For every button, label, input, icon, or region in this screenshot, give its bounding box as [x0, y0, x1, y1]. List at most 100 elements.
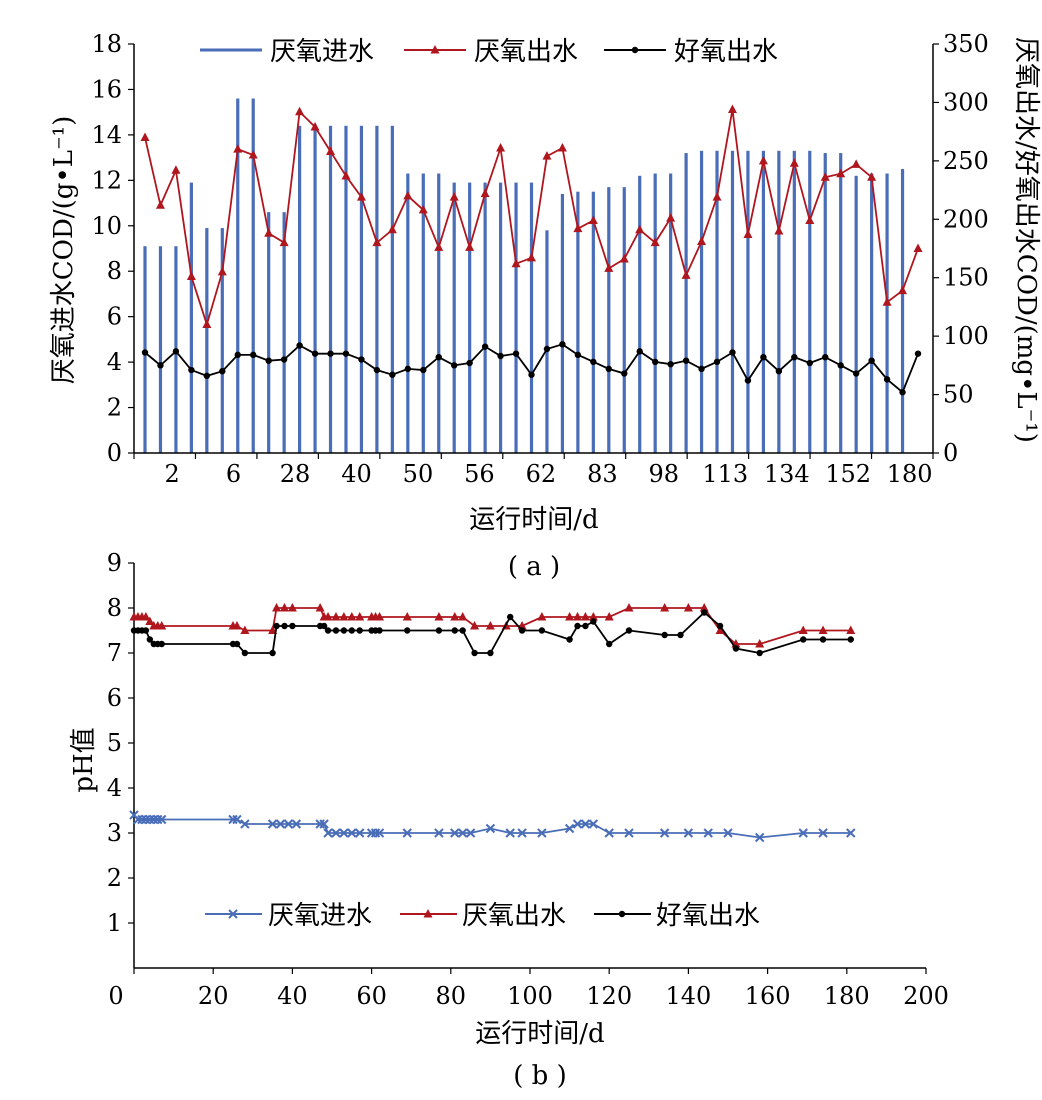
- ytick-label-left-a: 4: [107, 348, 122, 376]
- point-aerobic-effluent-b: [324, 627, 332, 634]
- point-anaerobic-effluent-b: [604, 612, 614, 621]
- bar-anaerobic-influent: [730, 150, 735, 454]
- point-aerobic-effluent-a: [172, 348, 180, 355]
- point-anaerobic-effluent-a: [449, 192, 459, 201]
- point-anaerobic-effluent-a: [836, 168, 846, 178]
- caption-a: ( a ): [508, 552, 560, 582]
- point-aerobic-effluent-a: [760, 353, 767, 361]
- bar-anaerobic-influent: [607, 187, 611, 453]
- point-aerobic-effluent-a: [188, 366, 195, 374]
- ytick-label-right-a: 50: [943, 381, 974, 409]
- point-anaerobic-influent-b: [450, 828, 460, 838]
- point-anaerobic-effluent-a: [882, 297, 892, 306]
- bar-anaerobic-influent: [761, 150, 765, 454]
- point-aerobic-effluent-b: [574, 622, 581, 630]
- ytick-label-b: 6: [107, 684, 122, 712]
- legend-marker-aerobic-b: [618, 910, 626, 918]
- point-aerobic-effluent-a: [682, 357, 690, 364]
- xtick-label-b: 140: [665, 982, 711, 1010]
- point-aerobic-effluent-a: [373, 366, 381, 374]
- ytick-label-left-a: 12: [91, 166, 122, 194]
- point-aerobic-effluent-a: [713, 358, 721, 366]
- point-aerobic-effluent-a: [342, 350, 350, 357]
- point-anaerobic-effluent-b: [287, 603, 297, 612]
- xtick-label-b: 160: [745, 982, 791, 1010]
- xtick-label-a: 28: [280, 460, 311, 488]
- point-aerobic-effluent-b: [451, 627, 458, 634]
- point-aerobic-effluent-b: [241, 649, 249, 657]
- point-aerobic-effluent-b: [582, 622, 589, 630]
- bar-anaerobic-influent: [792, 150, 796, 454]
- point-anaerobic-effluent-b: [141, 612, 151, 621]
- point-aerobic-effluent-a: [481, 343, 489, 350]
- legend-marker-aerobic-a: [631, 46, 639, 54]
- point-anaerobic-influent-b: [323, 828, 333, 838]
- bar-anaerobic-influent: [298, 125, 302, 454]
- ytick-label-right-a: 250: [943, 147, 989, 175]
- ytick-label-right-a: 150: [943, 264, 989, 292]
- xtick-label-b: 100: [507, 982, 553, 1010]
- point-aerobic-effluent-a: [157, 362, 164, 369]
- point-aerobic-effluent-b: [376, 627, 383, 634]
- xlabel-b: 运行时间/d: [475, 1019, 604, 1049]
- point-aerobic-effluent-a: [404, 365, 412, 373]
- point-aerobic-effluent-b: [487, 649, 494, 657]
- xtick-label-a: 50: [403, 460, 434, 488]
- bar-anaerobic-influent: [900, 168, 905, 453]
- bar-anaerobic-influent: [808, 150, 812, 454]
- point-aerobic-effluent-b: [590, 618, 597, 625]
- point-anaerobic-influent-b: [517, 828, 527, 838]
- point-anaerobic-influent-b: [723, 828, 733, 838]
- bar-anaerobic-influent: [638, 175, 642, 454]
- point-aerobic-effluent-b: [800, 636, 807, 643]
- point-anaerobic-effluent-b: [624, 603, 634, 612]
- ytick-label-b: 9: [107, 549, 122, 577]
- bar-anaerobic-influent: [344, 125, 348, 454]
- xlabel-a: 运行时间/d: [469, 505, 598, 535]
- point-aerobic-effluent-b: [435, 627, 443, 634]
- bar-anaerobic-influent: [205, 228, 209, 453]
- point-aerobic-effluent-b: [716, 622, 724, 630]
- bar-anaerobic-influent: [452, 182, 456, 453]
- bar-anaerobic-influent: [885, 173, 889, 453]
- point-anaerobic-influent-b: [402, 828, 412, 838]
- point-anaerobic-effluent-a: [619, 254, 629, 263]
- point-aerobic-effluent-a: [744, 377, 752, 384]
- point-anaerobic-influent-b: [275, 819, 286, 829]
- point-aerobic-effluent-a: [837, 362, 844, 369]
- point-aerobic-effluent-a: [698, 365, 705, 373]
- point-anaerobic-influent-b: [434, 828, 444, 838]
- point-aerobic-effluent-a: [899, 389, 906, 396]
- point-anaerobic-effluent-b: [272, 603, 282, 612]
- point-anaerobic-influent-b: [374, 828, 385, 838]
- xtick-label-b: 20: [198, 982, 229, 1010]
- point-anaerobic-effluent-b: [339, 612, 349, 621]
- point-anaerobic-effluent-a: [604, 263, 614, 272]
- point-aerobic-effluent-b: [269, 649, 276, 657]
- point-anaerobic-effluent-a: [650, 237, 660, 247]
- point-aerobic-effluent-a: [621, 370, 628, 377]
- point-aerobic-effluent-a: [775, 368, 783, 375]
- xtick-label-a: 113: [702, 460, 748, 488]
- bar-anaerobic-influent: [777, 150, 781, 454]
- point-anaerobic-effluent-b: [660, 603, 670, 612]
- point-anaerobic-effluent-b: [240, 625, 250, 634]
- bar-anaerobic-influent: [699, 150, 704, 454]
- point-anaerobic-effluent-a: [171, 165, 181, 174]
- point-aerobic-effluent-a: [466, 359, 473, 367]
- point-anaerobic-influent-b: [485, 823, 496, 834]
- xtick-label-a: 98: [649, 460, 680, 488]
- point-anaerobic-influent-b: [232, 814, 242, 825]
- point-anaerobic-effluent-a: [681, 270, 691, 279]
- point-aerobic-effluent-a: [358, 356, 365, 363]
- xtick-label-b: 80: [436, 982, 467, 1010]
- xtick-label-b: 120: [586, 982, 632, 1010]
- point-anaerobic-influent-b: [465, 828, 476, 838]
- point-aerobic-effluent-a: [574, 351, 582, 359]
- ytick-label-b: 3: [107, 819, 122, 847]
- bar-anaerobic-influent: [236, 98, 240, 454]
- point-aerobic-effluent-a: [497, 352, 504, 360]
- point-anaerobic-influent-b: [580, 819, 591, 829]
- xtick-label-a: 180: [887, 460, 933, 488]
- point-anaerobic-influent-b: [283, 819, 294, 829]
